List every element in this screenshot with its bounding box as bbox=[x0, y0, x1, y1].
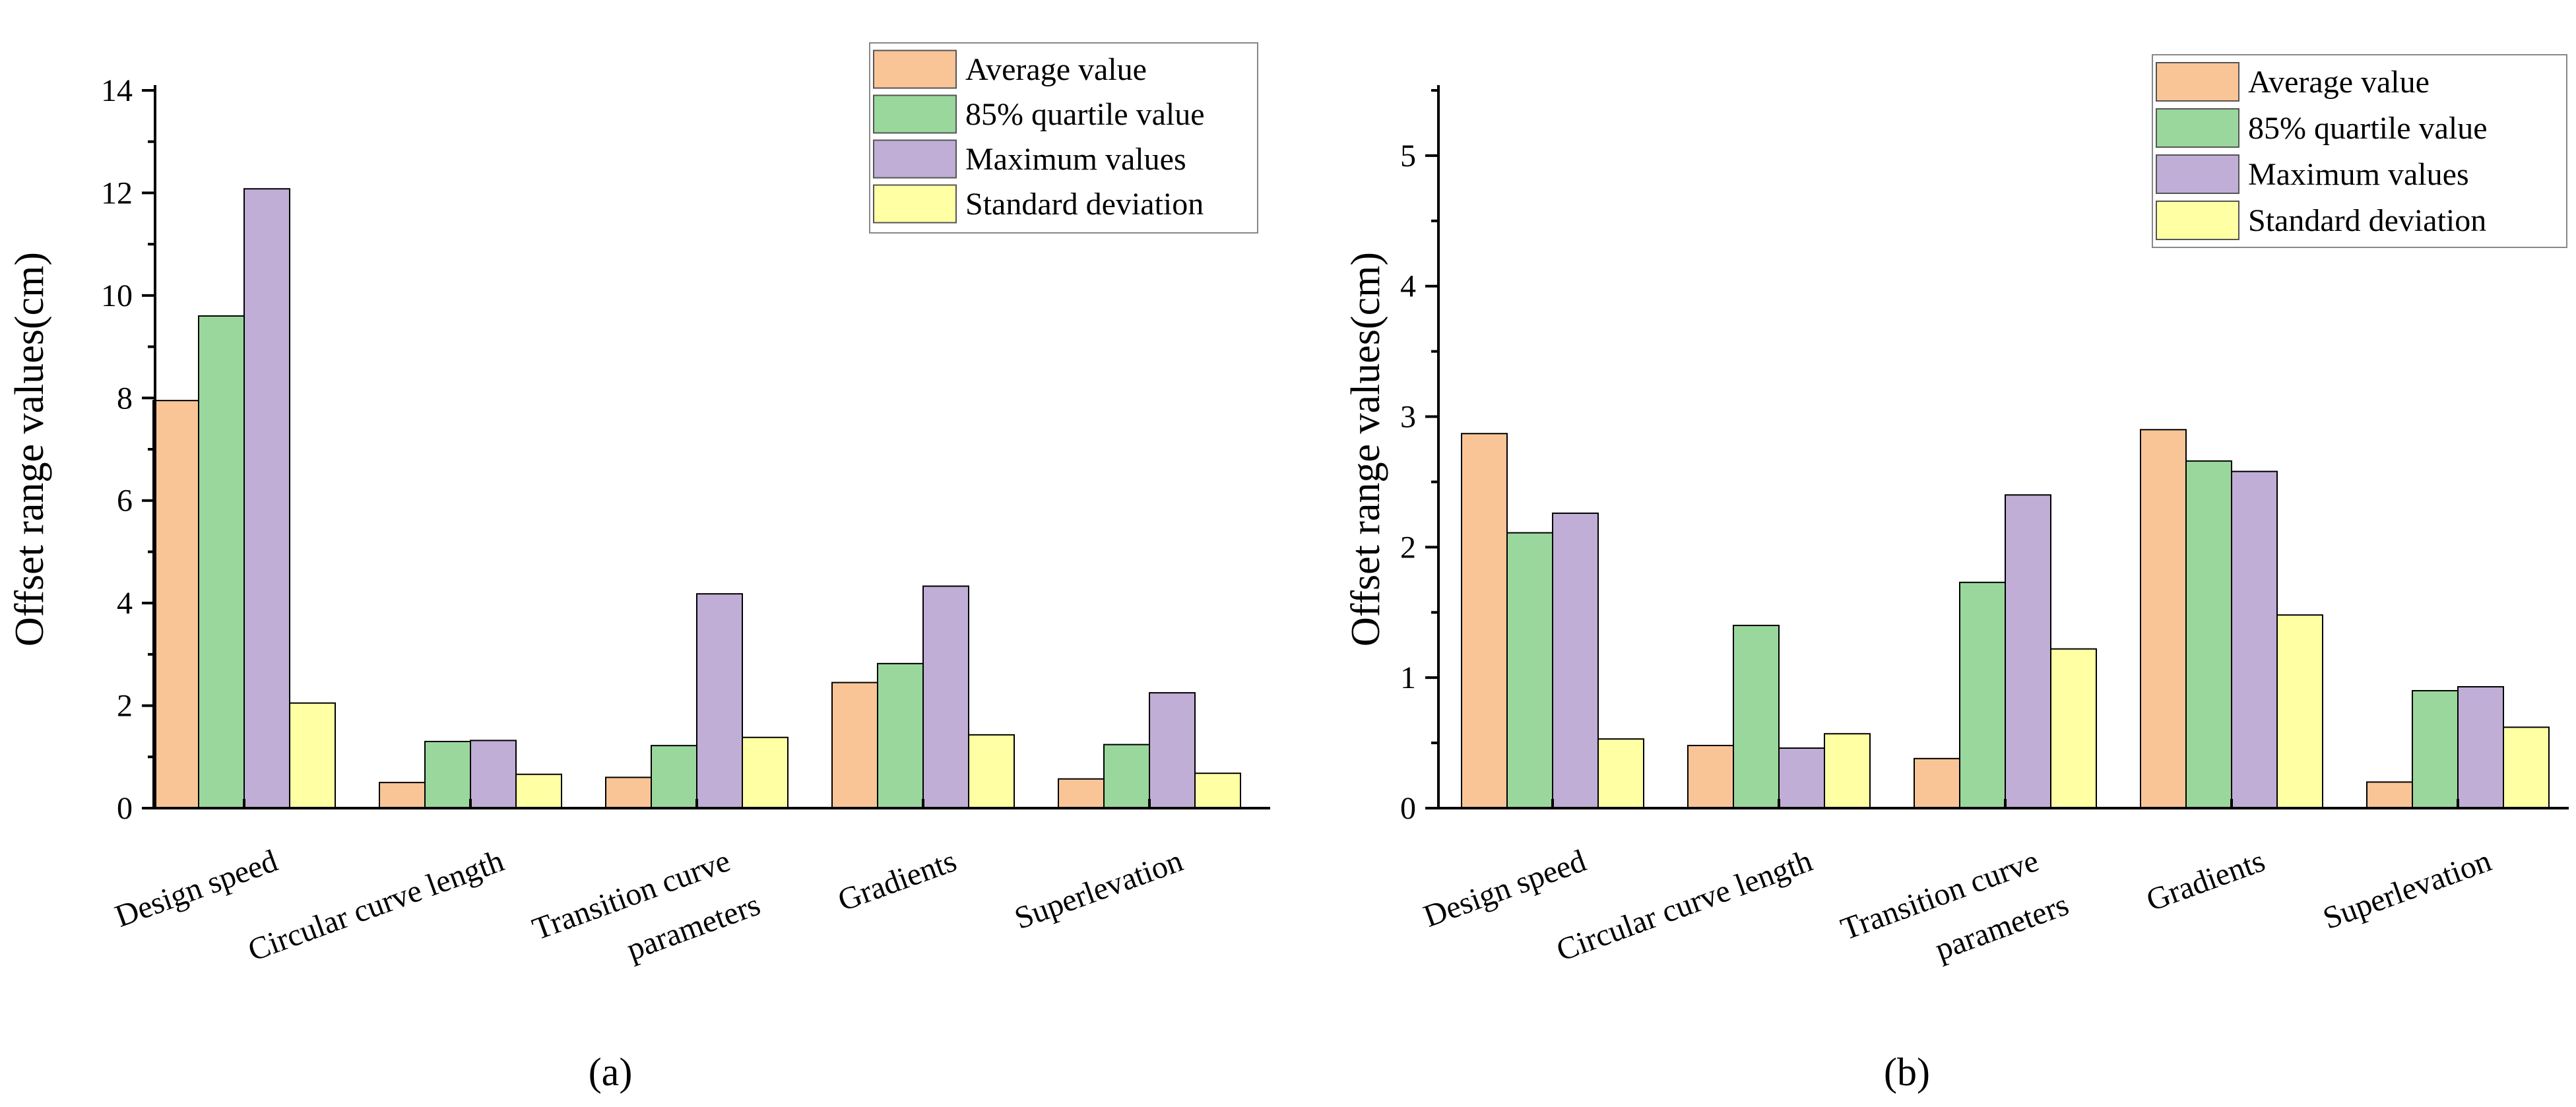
y-tick-label: 6 bbox=[117, 484, 133, 519]
bar-standard-deviation-4 bbox=[1194, 773, 1241, 809]
bar-maximum-values-0 bbox=[243, 188, 290, 809]
legend-swatch bbox=[2156, 62, 2239, 102]
x-category-label: Circular curve length bbox=[243, 843, 508, 968]
bar-maximum-values-1 bbox=[470, 740, 517, 809]
bar-85-quartile-value-2 bbox=[651, 745, 697, 809]
panel-label: (a) bbox=[589, 1050, 633, 1094]
bar-85-quartile-value-0 bbox=[198, 315, 245, 809]
bar-average-value-2 bbox=[605, 776, 652, 809]
x-category-label: Circular curve length bbox=[1552, 843, 1817, 968]
bar-average-value-1 bbox=[379, 782, 426, 809]
y-tick-label: 12 bbox=[101, 175, 133, 210]
y-tick-label: 1 bbox=[1400, 660, 1416, 695]
bar-average-value-0 bbox=[152, 400, 199, 809]
bar-85-quartile-value-4 bbox=[2412, 689, 2459, 809]
bar-85-quartile-value-3 bbox=[2185, 460, 2232, 809]
y-tick-label: 2 bbox=[117, 689, 133, 724]
legend-entry-label: 85% quartile value bbox=[2248, 111, 2488, 146]
y-axis-title: Offset range values(cm) bbox=[1343, 252, 1388, 647]
x-category-label: Superlevation bbox=[2319, 843, 2496, 936]
bar-maximum-values-2 bbox=[696, 593, 743, 809]
bar-85-quartile-value-2 bbox=[1959, 581, 2006, 809]
legend-entry-label: Standard deviation bbox=[965, 187, 1204, 222]
bar-average-value-4 bbox=[1058, 778, 1105, 809]
bar-maximum-values-4 bbox=[1149, 692, 1196, 809]
legend-entry-label: 85% quartile value bbox=[965, 97, 1205, 132]
bar-85-quartile-value-3 bbox=[877, 662, 924, 809]
legend-swatch bbox=[2156, 154, 2239, 194]
bar-standard-deviation-1 bbox=[1824, 733, 1871, 809]
bar-maximum-values-3 bbox=[922, 585, 969, 809]
bar-average-value-3 bbox=[831, 681, 878, 809]
y-tick-label: 14 bbox=[101, 73, 133, 108]
y-tick-label: 5 bbox=[1400, 139, 1416, 174]
legend: Average value 85% quartile value Maximum v… bbox=[869, 42, 1258, 234]
legend-entry-label: Average value bbox=[2248, 65, 2430, 100]
bar-standard-deviation-0 bbox=[1597, 738, 1644, 809]
y-tick-label: 4 bbox=[1400, 269, 1416, 304]
bar-standard-deviation-0 bbox=[289, 702, 336, 809]
bar-average-value-3 bbox=[2140, 429, 2187, 809]
y-axis-title: Offset range values(cm) bbox=[7, 252, 52, 647]
bar-85-quartile-value-1 bbox=[424, 740, 471, 809]
x-category-label: Design speed bbox=[1419, 843, 1591, 934]
legend-swatch bbox=[2156, 108, 2239, 148]
bar-average-value-1 bbox=[1687, 745, 1734, 809]
legend-swatch bbox=[873, 49, 957, 89]
bar-standard-deviation-2 bbox=[742, 736, 789, 809]
legend-entry-label: Maximum values bbox=[965, 142, 1186, 177]
panel-label: (b) bbox=[1884, 1050, 1930, 1094]
legend-swatch bbox=[873, 139, 957, 179]
bar-85-quartile-value-0 bbox=[1506, 532, 1553, 809]
y-tick-label: 0 bbox=[1400, 791, 1416, 826]
y-tick-label: 3 bbox=[1400, 400, 1416, 435]
legend-swatch bbox=[873, 184, 957, 224]
bar-average-value-0 bbox=[1461, 433, 1508, 809]
bar-standard-deviation-3 bbox=[968, 734, 1015, 809]
legend-entry-label: Standard deviation bbox=[2248, 203, 2486, 238]
bar-85-quartile-value-1 bbox=[1733, 625, 1780, 809]
x-category-label: Transition curveparameters bbox=[528, 838, 765, 995]
legend-swatch bbox=[2156, 201, 2239, 240]
bar-standard-deviation-4 bbox=[2503, 726, 2550, 809]
y-tick-label: 4 bbox=[117, 586, 133, 621]
y-tick-label: 0 bbox=[117, 791, 133, 826]
x-category-label: Gradients bbox=[833, 843, 961, 918]
bar-maximum-values-4 bbox=[2457, 686, 2504, 809]
x-category-label: Transition curveparameters bbox=[1836, 838, 2073, 995]
legend-entry-label: Average value bbox=[965, 52, 1147, 87]
bar-average-value-4 bbox=[2366, 781, 2413, 809]
y-tick-label: 2 bbox=[1400, 530, 1416, 565]
bar-maximum-values-3 bbox=[2231, 470, 2278, 809]
y-tick-label: 10 bbox=[101, 278, 133, 313]
x-category-label: Gradients bbox=[2142, 843, 2269, 918]
x-category-label: Design speed bbox=[111, 843, 282, 934]
bar-maximum-values-2 bbox=[2005, 494, 2051, 809]
bar-standard-deviation-2 bbox=[2050, 648, 2097, 809]
x-category-label: Superlevation bbox=[1010, 843, 1188, 936]
bar-maximum-values-1 bbox=[1778, 747, 1825, 809]
legend-swatch bbox=[873, 94, 957, 134]
bar-85-quartile-value-4 bbox=[1103, 743, 1150, 809]
bar-average-value-2 bbox=[1914, 757, 1960, 809]
bar-standard-deviation-1 bbox=[515, 773, 562, 809]
y-tick-label: 8 bbox=[117, 381, 133, 416]
bar-standard-deviation-3 bbox=[2276, 614, 2323, 809]
legend-entry-label: Maximum values bbox=[2248, 157, 2469, 192]
bar-maximum-values-0 bbox=[1552, 512, 1599, 809]
legend: Average value 85% quartile value Maximum v… bbox=[2152, 54, 2567, 248]
